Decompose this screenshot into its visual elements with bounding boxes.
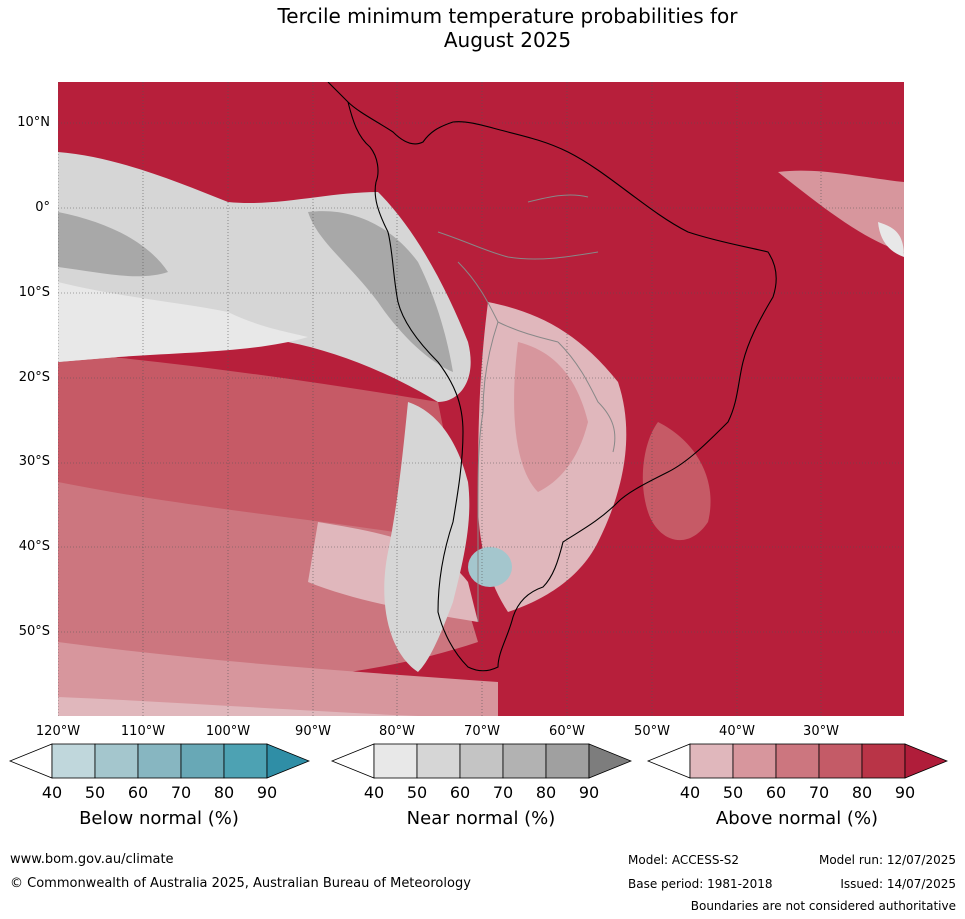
colorbar-below-tick-50: 50: [84, 783, 106, 802]
colorbar-near-tick-80: 80: [535, 783, 557, 802]
footer-issued: Issued: 14/07/2025: [840, 877, 956, 891]
atlantic-near-normal-patch: [878, 222, 904, 257]
colorbar-above-normal: [646, 743, 948, 779]
coastline-central-america: [327, 82, 379, 183]
lon-label-110w: 110°W: [120, 724, 166, 739]
map-title: Tercile minimum temperature probabilitie…: [0, 4, 965, 52]
pacific-near-normal-core: [58, 212, 168, 277]
graticule: [58, 82, 904, 716]
lon-label-100w: 100°W: [205, 724, 251, 739]
lon-label-70w: 70°W: [464, 724, 500, 739]
pacific-band-4: [58, 697, 418, 716]
lon-label-60w: 60°W: [549, 724, 585, 739]
pacific-band-3: [58, 642, 498, 716]
colorbar-near-tick-90: 90: [578, 783, 600, 802]
colorbar-below-tick-80: 80: [213, 783, 235, 802]
colorbar-near-tick-60: 60: [449, 783, 471, 802]
lat-label-0: 0°: [35, 200, 50, 215]
colorbar-below-bin-3: [137, 743, 182, 779]
lat-label-10s: 10°S: [18, 285, 50, 300]
map-canvas: [58, 82, 904, 716]
colorbar-above-bin-4: [818, 743, 863, 779]
colorbar-above-bin-2: [732, 743, 777, 779]
title-line-1: Tercile minimum temperature probabilitie…: [277, 4, 738, 28]
coastal-near-normal-core: [308, 211, 453, 372]
colorbar-above-low-extend: [646, 743, 691, 779]
colorbar-above-tick-40: 40: [679, 783, 701, 802]
atlantic-north-patch: [778, 170, 904, 252]
lat-label-10n: 10°N: [17, 115, 50, 130]
footer-model-run: Model run: 12/07/2025: [818, 853, 956, 867]
lon-label-30w: 30°W: [803, 724, 839, 739]
colorbar-above-tick-60: 60: [765, 783, 787, 802]
colorbar-below-bin-2: [94, 743, 139, 779]
colorbar-above-high-extend: [904, 743, 948, 779]
pacific-near-normal-light: [58, 282, 308, 362]
colorbar-above-bin-1: [689, 743, 734, 779]
lat-label-20s: 20°S: [18, 370, 50, 385]
colorbar-above-bin-5: [861, 743, 906, 779]
colorbar-below-bin-5: [223, 743, 268, 779]
colorbar-near-bin-5: [545, 743, 590, 779]
colorbar-below-high-extend: [266, 743, 310, 779]
lon-label-90w: 90°W: [295, 724, 331, 739]
footer-base-period: Base period: 1981-2018: [628, 877, 773, 891]
colorbar-near-bin-3: [459, 743, 504, 779]
colorbar-near-normal: [330, 743, 632, 779]
lat-label-50s: 50°S: [18, 624, 50, 639]
colorbar-below-normal: [8, 743, 310, 779]
colorbar-below-low-extend: [8, 743, 53, 779]
lat-label-40s: 40°S: [18, 539, 50, 554]
colorbar-above-tick-70: 70: [808, 783, 830, 802]
colorbar-near-high-extend: [588, 743, 632, 779]
colorbar-below-tick-60: 60: [127, 783, 149, 802]
southern-cone-near-normal: [384, 402, 470, 672]
footer-model: Model: ACCESS-S2: [628, 853, 740, 867]
lon-label-80w: 80°W: [379, 724, 415, 739]
colorbar-near-bin-4: [502, 743, 547, 779]
colorbar-below-bin-4: [180, 743, 225, 779]
footer-disclaimer: Boundaries are not considered authoritat…: [690, 899, 956, 913]
colorbar-below-tick-70: 70: [170, 783, 192, 802]
colorbar-label-near: Near normal (%): [406, 808, 556, 829]
colorbar-label-below: Below normal (%): [79, 808, 239, 829]
colorbar-label-above: Above normal (%): [715, 808, 879, 829]
lon-label-40w: 40°W: [719, 724, 755, 739]
colorbar-near-tick-50: 50: [406, 783, 428, 802]
footer-copyright: © Commonwealth of Australia 2025, Austra…: [10, 876, 471, 891]
lat-label-30s: 30°S: [18, 454, 50, 469]
below-normal-patch: [468, 547, 512, 587]
colorbar-near-tick-70: 70: [492, 783, 514, 802]
atlantic-patch: [642, 422, 711, 541]
colorbar-above-tick-50: 50: [722, 783, 744, 802]
colorbar-below-bin-1: [51, 743, 96, 779]
continent-mid-above-normal: [514, 342, 588, 492]
colorbar-near-tick-40: 40: [363, 783, 385, 802]
colorbar-near-low-extend: [330, 743, 375, 779]
footer-website[interactable]: www.bom.gov.au/climate: [10, 852, 174, 867]
probability-map: [58, 82, 904, 716]
national-borders: [437, 194, 616, 622]
colorbar-above-tick-90: 90: [894, 783, 916, 802]
title-line-2: August 2025: [443, 28, 572, 52]
colorbar-above-bin-3: [775, 743, 820, 779]
colorbar-above-tick-80: 80: [851, 783, 873, 802]
lon-label-50w: 50°W: [634, 724, 670, 739]
colorbar-near-bin-2: [416, 743, 461, 779]
colorbar-below-tick-40: 40: [41, 783, 63, 802]
coastline-south-america: [347, 101, 777, 672]
colorbar-near-bin-1: [373, 743, 418, 779]
colorbar-below-tick-90: 90: [256, 783, 278, 802]
lon-label-120w: 120°W: [35, 724, 81, 739]
